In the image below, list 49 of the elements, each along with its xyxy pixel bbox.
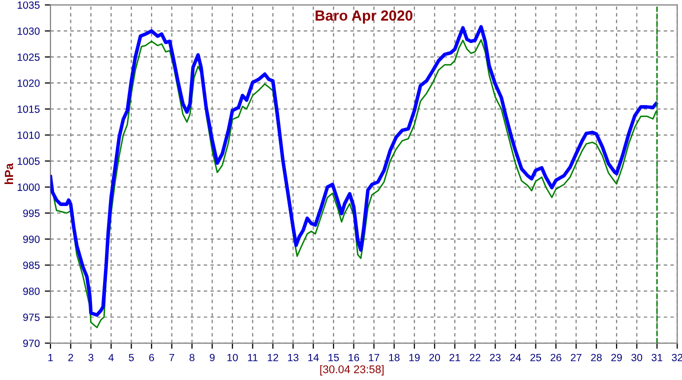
x-tick-label: 22 [470, 354, 480, 362]
x-tick-label: 9 [210, 354, 215, 362]
y-tick-label: 1000 [18, 184, 40, 191]
y-tick-label: 970 [23, 340, 40, 348]
x-tick-label: 2 [68, 354, 74, 362]
x-tick-label: 30 [631, 354, 642, 362]
x-tick-label: 24 [510, 354, 521, 362]
x-tick-label: 28 [591, 354, 602, 362]
x-tick-label: 8 [190, 354, 194, 362]
x-tick-label: 18 [389, 354, 400, 362]
x-tick-label: 19 [409, 354, 420, 362]
x-tick-label: 27 [570, 354, 582, 362]
x-tick-label: 32 [672, 354, 682, 362]
y-tick-label: 1010 [18, 132, 40, 139]
y-tick-label: 1035 [18, 1, 40, 9]
y-tick-label: 1025 [18, 53, 40, 61]
x-tick-label: 25 [530, 354, 542, 362]
x-tick-label: 5 [128, 354, 134, 362]
x-tick-label: 23 [490, 354, 501, 362]
x-tick-label: 3 [88, 354, 94, 362]
x-tick-label: 14 [308, 354, 319, 362]
y-axis-title: hPa [4, 163, 14, 184]
x-tick-label: 10 [227, 354, 238, 362]
x-tick-label: 11 [248, 354, 258, 362]
x-tick-label: 1 [48, 354, 53, 362]
x-tick-label: 29 [611, 354, 622, 362]
text: [30.04 23:58] [320, 365, 384, 376]
x-tick-label: 13 [288, 354, 298, 362]
x-tick-label: 17 [368, 354, 380, 362]
x-tick-label: 26 [550, 354, 562, 362]
x-tick-label: 4 [108, 354, 114, 362]
y-tick-label: 1020 [18, 79, 40, 87]
chart-title: Baro Apr 2020 [316, 10, 412, 24]
x-tick-label: 16 [348, 354, 360, 362]
x-tick-label: 15 [328, 354, 339, 362]
y-tick-label: 975 [23, 314, 40, 321]
x-tick-label: 7 [169, 354, 174, 362]
x-tick-label: 12 [268, 354, 278, 362]
y-tick-label: 1005 [18, 158, 40, 165]
x-tick-label: 20 [429, 354, 440, 362]
y-tick-label: 1015 [18, 106, 40, 113]
x-tick-label: 21 [450, 354, 460, 362]
y-tick-label: 990 [23, 236, 40, 243]
x-tick-label: 6 [149, 354, 154, 362]
y-tick-label: 1030 [18, 27, 40, 35]
y-tick-label: 995 [23, 210, 40, 217]
y-tick-label: 980 [23, 288, 40, 295]
y-tick-label: 985 [23, 262, 40, 269]
x-tick-label: 31 [652, 354, 662, 362]
